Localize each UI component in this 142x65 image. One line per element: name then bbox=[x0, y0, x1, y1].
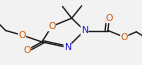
Text: O: O bbox=[48, 22, 56, 31]
Text: N: N bbox=[81, 26, 88, 35]
Text: O: O bbox=[18, 31, 26, 40]
Text: O: O bbox=[23, 46, 31, 55]
Text: O: O bbox=[121, 33, 128, 42]
Text: O: O bbox=[106, 14, 113, 23]
Text: N: N bbox=[64, 43, 71, 52]
